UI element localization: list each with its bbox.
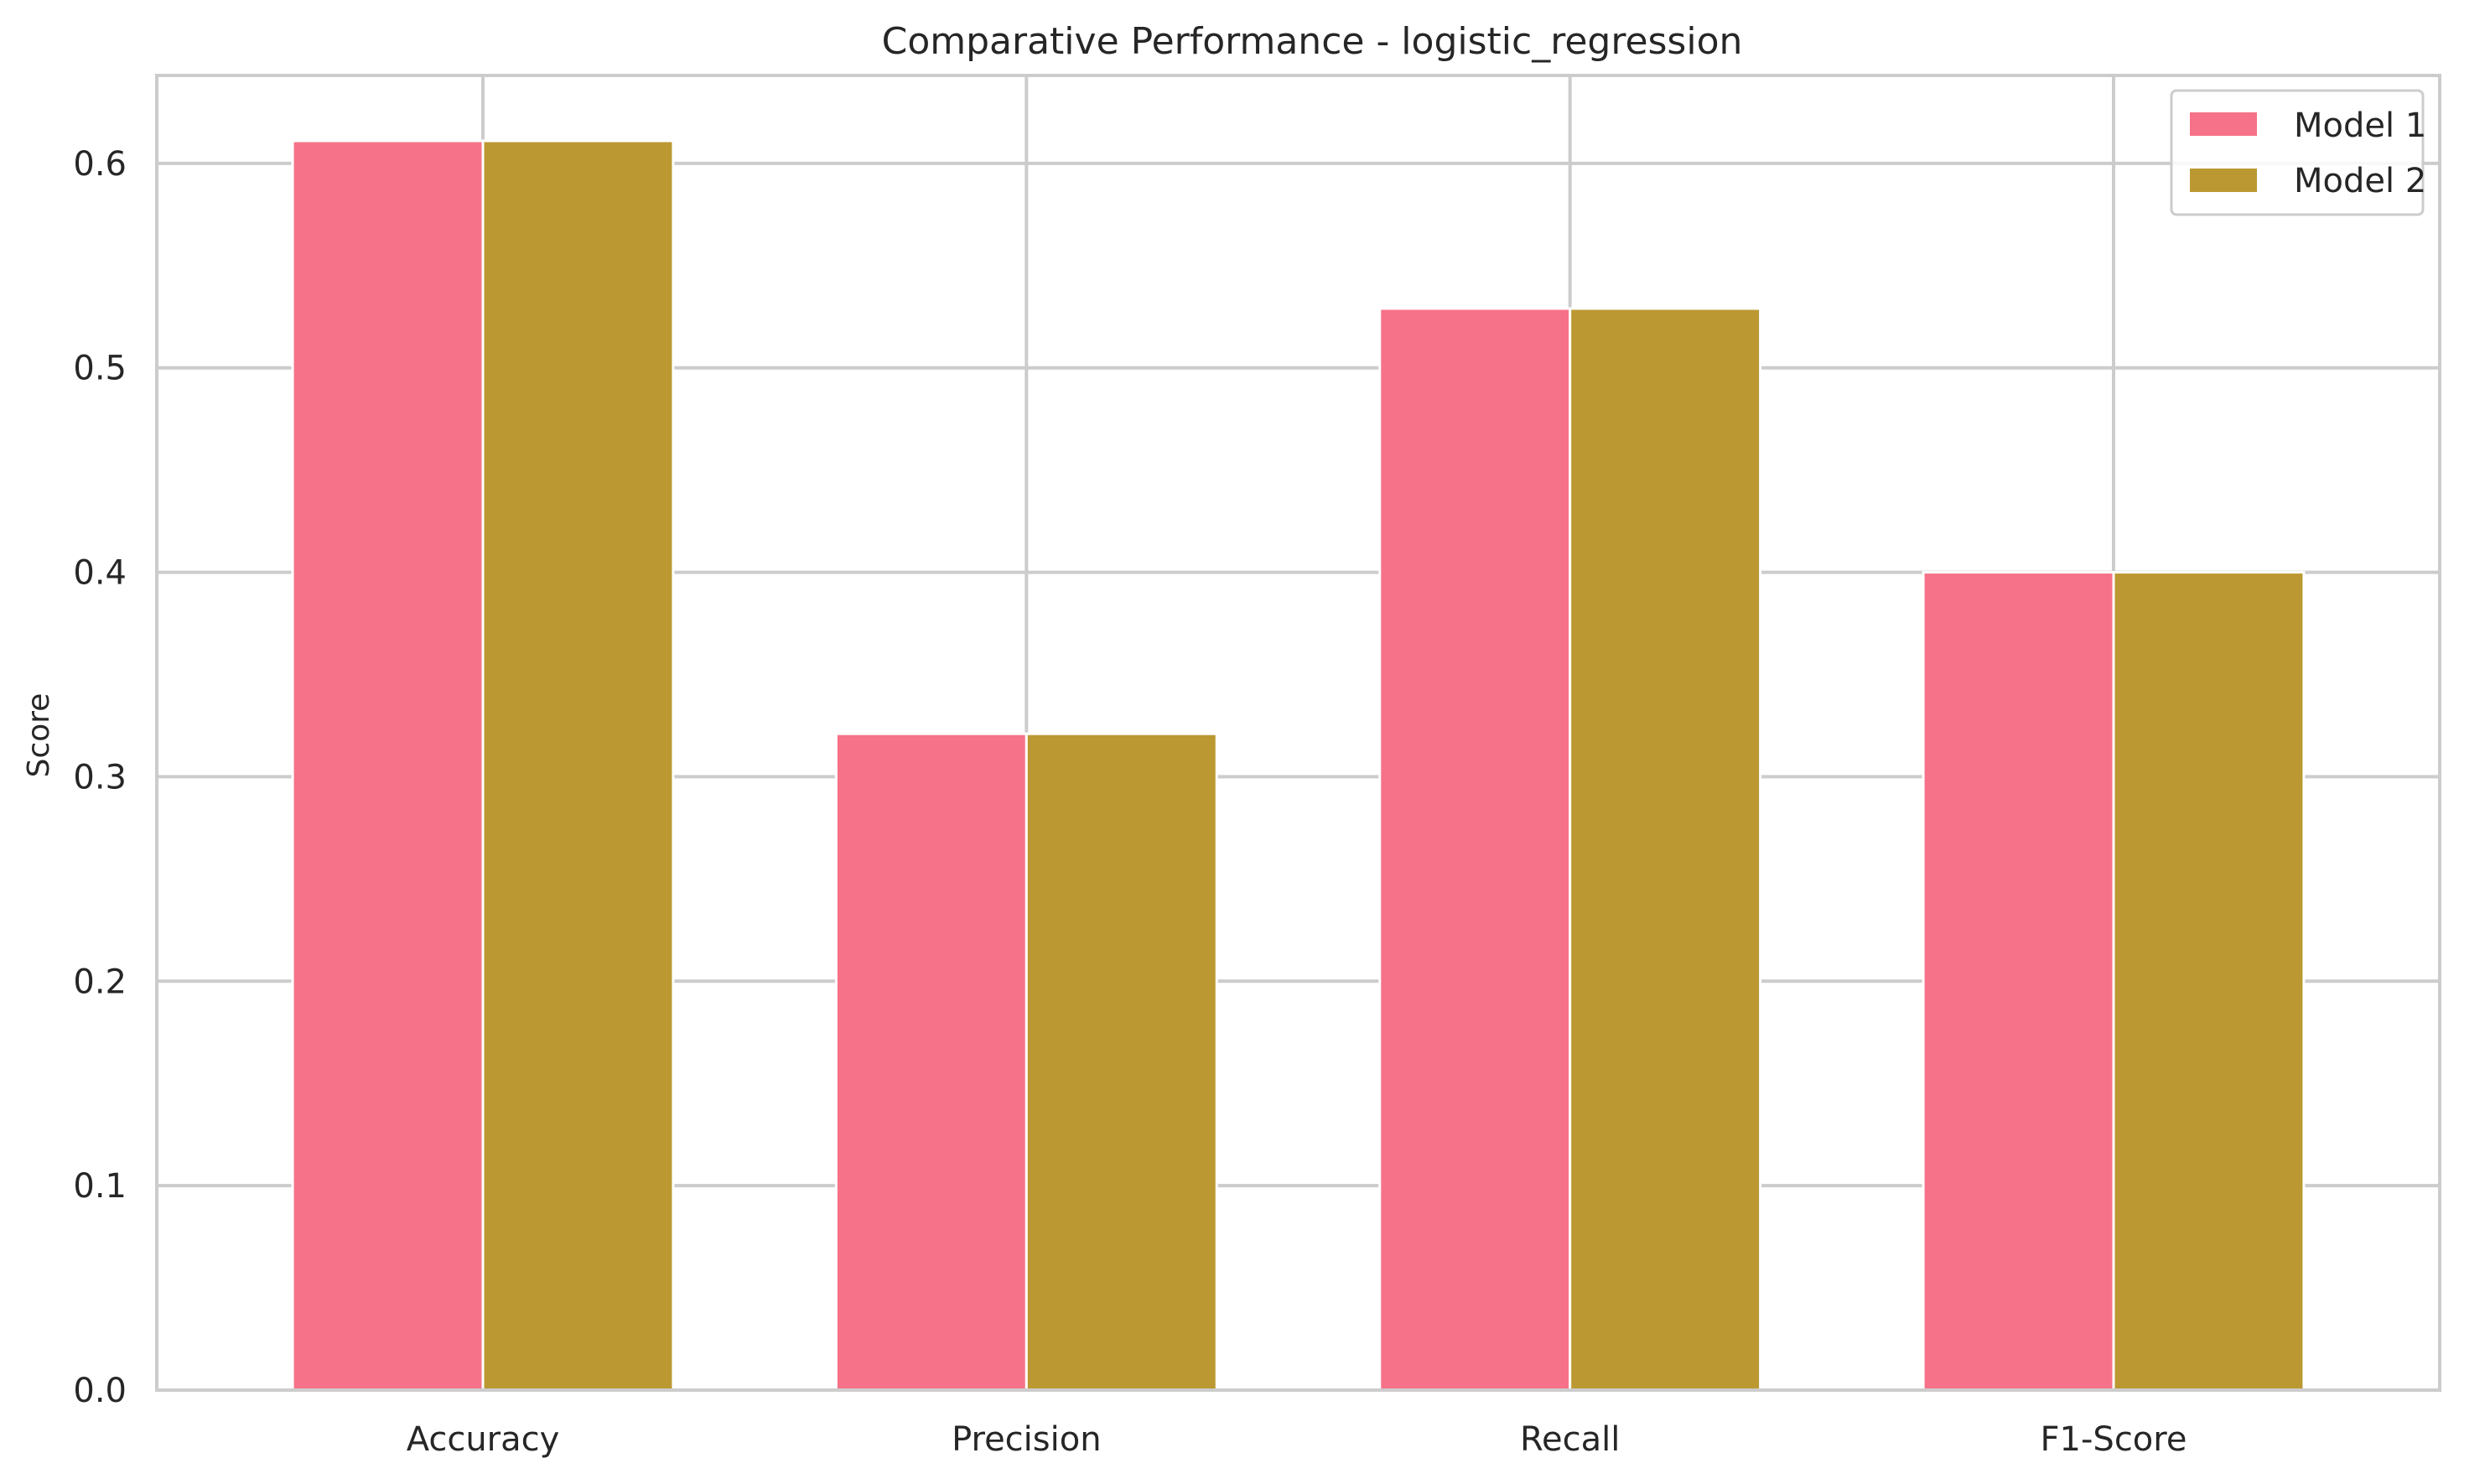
y-tick-label: 0.1 xyxy=(73,1167,127,1206)
y-tick-label: 0.4 xyxy=(73,554,127,593)
bar-model-2-f1-score xyxy=(2112,571,2306,1392)
plot-frame xyxy=(155,74,2441,1392)
bar-model-2-accuracy xyxy=(481,139,675,1392)
y-tick-label: 0.5 xyxy=(73,350,127,388)
legend-label-model-2: Model 2 xyxy=(2294,162,2426,200)
legend-swatch-model-1 xyxy=(2190,112,2257,136)
bar-model-1-accuracy xyxy=(291,139,485,1392)
y-axis-label: Score xyxy=(22,693,56,778)
bar-model-1-precision xyxy=(834,732,1028,1392)
y-tick-label: 0.0 xyxy=(73,1372,127,1410)
x-tick-label: Recall xyxy=(1520,1420,1620,1459)
legend-swatch-model-2 xyxy=(2190,169,2257,192)
bar-model-2-precision xyxy=(1025,732,1218,1392)
bar-model-2-recall xyxy=(1569,307,1762,1392)
legend-label-model-1: Model 1 xyxy=(2294,106,2426,145)
bars xyxy=(291,139,2306,1392)
x-tick-label: Accuracy xyxy=(407,1420,560,1459)
y-tick-labels: 0.0 0.1 0.2 0.3 0.4 0.5 0.6 xyxy=(73,145,127,1410)
x-tick-labels: Accuracy Precision Recall F1-Score xyxy=(407,1420,2187,1459)
y-tick-label: 0.6 xyxy=(73,145,127,184)
bar-model-1-recall xyxy=(1378,307,1572,1392)
chart-title: Comparative Performance - logistic_regre… xyxy=(882,20,1743,63)
x-tick-label: Precision xyxy=(952,1420,1101,1459)
y-tick-label: 0.2 xyxy=(73,963,127,1001)
x-tick-label: F1-Score xyxy=(2041,1420,2187,1459)
y-tick-label: 0.3 xyxy=(73,758,127,796)
bar-model-1-f1-score xyxy=(1922,571,2115,1392)
legend: Model 1 Model 2 xyxy=(2170,89,2426,216)
